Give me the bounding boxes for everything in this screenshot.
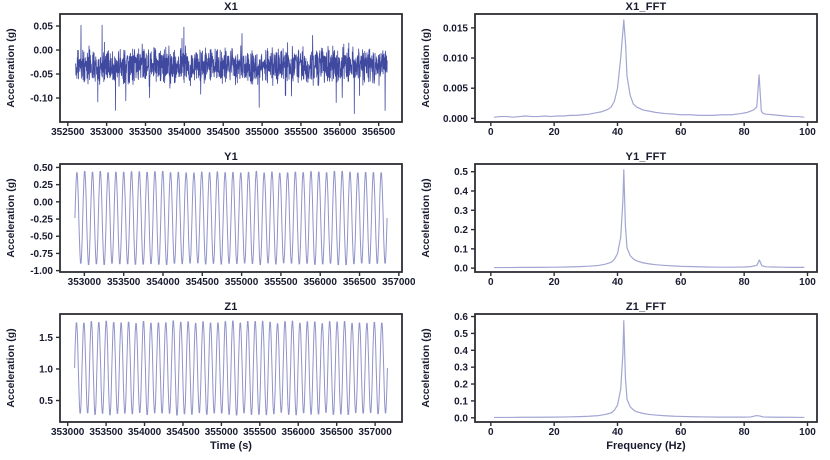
svg-text:353500: 353500 (107, 277, 141, 288)
svg-text:353500: 353500 (129, 127, 163, 138)
svg-text:0.5: 0.5 (39, 396, 53, 407)
svg-text:355500: 355500 (264, 277, 298, 288)
chart-title-x1-fft: X1_FFT (625, 1, 667, 13)
svg-text:0.00: 0.00 (34, 197, 54, 208)
svg-text:100: 100 (799, 427, 816, 438)
svg-text:0.015: 0.015 (443, 23, 468, 34)
svg-text:354000: 354000 (128, 427, 162, 438)
chart-title-x1: X1 (224, 1, 238, 13)
svg-text:0.2: 0.2 (454, 380, 468, 391)
svg-text:0.5: 0.5 (454, 167, 468, 178)
svg-text:20: 20 (549, 427, 561, 438)
svg-text:20: 20 (549, 277, 561, 288)
svg-text:0.3: 0.3 (454, 363, 468, 374)
svg-text:353500: 353500 (89, 427, 123, 438)
svg-text:354500: 354500 (207, 127, 241, 138)
svg-text:0.0: 0.0 (454, 413, 468, 424)
svg-text:0.4: 0.4 (454, 187, 468, 198)
svg-text:354500: 354500 (166, 427, 200, 438)
svg-text:356000: 356000 (323, 127, 357, 138)
svg-text:353000: 353000 (51, 427, 85, 438)
svg-text:0.5: 0.5 (454, 329, 468, 340)
svg-text:352500: 352500 (51, 127, 85, 138)
svg-text:355000: 355000 (205, 427, 239, 438)
svg-text:0.010: 0.010 (443, 54, 468, 65)
y1-fft-plot: 0 20 40 60 80 100 0.5 0.4 0.3 0.2 0.1 0.0 (454, 163, 818, 288)
chart-title-y1-fft: Y1_FFT (625, 151, 667, 163)
svg-text:354000: 354000 (168, 127, 202, 138)
svg-text:1.5: 1.5 (39, 333, 53, 344)
z1-time-plot: 353000 353500 354000 354500 355000 355500 3560… (39, 313, 403, 438)
svg-text:-1.00: -1.00 (30, 266, 53, 277)
panel-y1-fft: Y1_FFT Acceleration (g) 0 20 40 60 80 100 0.5 0… (415, 150, 830, 300)
svg-text:0.6: 0.6 (454, 312, 468, 323)
panel-z1-fft: Z1_FFT Acceleration (g) 0 20 40 60 80 100 0.6 0… (415, 300, 830, 460)
svg-text:354000: 354000 (146, 277, 180, 288)
svg-text:40: 40 (612, 427, 624, 438)
svg-text:80: 80 (739, 277, 751, 288)
y1-time-plot: 353000 353500 354000 354500 355000 355500 3560… (30, 163, 415, 288)
svg-text:356500: 356500 (343, 277, 377, 288)
svg-text:-0.50: -0.50 (30, 232, 53, 243)
svg-text:80: 80 (739, 127, 751, 138)
svg-text:356500: 356500 (362, 127, 396, 138)
svg-text:357000: 357000 (358, 427, 392, 438)
svg-text:0.005: 0.005 (443, 84, 468, 95)
svg-text:354500: 354500 (186, 277, 220, 288)
svg-text:1.0: 1.0 (39, 364, 53, 375)
svg-text:0.2: 0.2 (454, 225, 468, 236)
svg-text:0: 0 (488, 127, 494, 138)
svg-text:0.50: 0.50 (34, 163, 54, 174)
svg-text:355500: 355500 (243, 427, 277, 438)
svg-text:-0.25: -0.25 (30, 215, 53, 226)
svg-text:60: 60 (675, 127, 687, 138)
svg-text:355000: 355000 (225, 277, 259, 288)
svg-text:353000: 353000 (90, 127, 124, 138)
panel-x1-fft: X1_FFT Acceleration (g) 0 20 40 60 80 100 0.01… (415, 0, 830, 150)
x1-time-plot: 352500 353000 353500 354000 354500 355000 3555… (30, 13, 403, 138)
svg-text:80: 80 (739, 427, 751, 438)
svg-text:355500: 355500 (284, 127, 318, 138)
svg-text:0.1: 0.1 (454, 244, 468, 255)
svg-text:355000: 355000 (245, 127, 279, 138)
svg-text:0.4: 0.4 (454, 346, 468, 357)
svg-text:-0.05: -0.05 (30, 70, 53, 81)
chart-title-y1: Y1 (224, 151, 238, 163)
svg-text:40: 40 (612, 127, 624, 138)
svg-text:60: 60 (675, 277, 687, 288)
svg-text:357000: 357000 (382, 277, 415, 288)
svg-text:-0.75: -0.75 (30, 249, 53, 260)
svg-text:0.05: 0.05 (34, 22, 54, 33)
svg-text:0.1: 0.1 (454, 396, 468, 407)
svg-text:100: 100 (799, 127, 816, 138)
x-axis-label-time: Time (s) (210, 440, 252, 452)
svg-text:40: 40 (612, 277, 624, 288)
panel-x1: X1 Acceleration (g) 352500 353000 353500 35… (0, 0, 415, 150)
svg-text:0: 0 (488, 427, 494, 438)
panel-z1: Z1 Acceleration (g) 353000 353500 354000 35… (0, 300, 415, 460)
x-axis-label-frequency: Frequency (Hz) (606, 440, 686, 452)
svg-text:0.00: 0.00 (34, 46, 54, 57)
chart-title-z1: Z1 (224, 301, 238, 313)
svg-text:0.000: 0.000 (443, 114, 468, 125)
svg-text:60: 60 (675, 427, 687, 438)
panel-y1: Y1 Acceleration (g) 353000 353500 354000 35… (0, 150, 415, 300)
svg-text:0.3: 0.3 (454, 206, 468, 217)
chart-title-z1-fft: Z1_FFT (625, 301, 667, 313)
svg-text:0.25: 0.25 (34, 180, 54, 191)
svg-text:100: 100 (799, 277, 816, 288)
svg-text:353000: 353000 (68, 277, 102, 288)
svg-text:356000: 356000 (282, 427, 316, 438)
svg-text:0.0: 0.0 (454, 264, 468, 275)
svg-text:0: 0 (488, 277, 494, 288)
svg-text:356000: 356000 (304, 277, 338, 288)
svg-text:-0.10: -0.10 (30, 94, 53, 105)
z1-fft-plot: 0 20 40 60 80 100 0.6 0.5 0.4 0.3 0.2 0.1 0.0 (454, 312, 818, 438)
svg-text:356500: 356500 (320, 427, 354, 438)
x1-fft-plot: 0 20 40 60 80 100 0.015 0.010 0.005 0.000 (443, 13, 818, 138)
svg-text:20: 20 (549, 127, 561, 138)
